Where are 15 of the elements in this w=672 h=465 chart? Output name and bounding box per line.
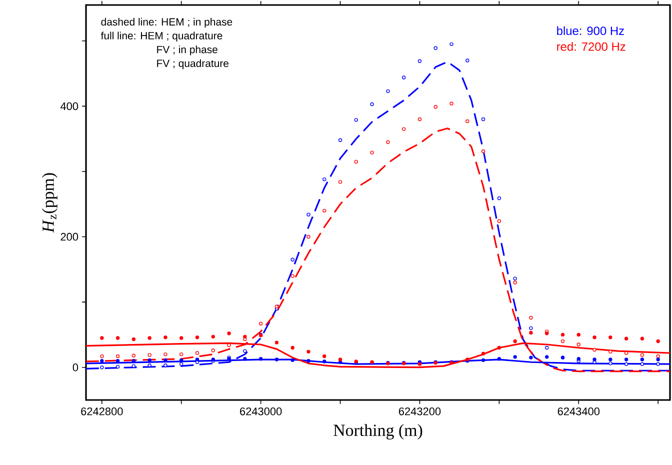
annotation: red: 7200 Hz: [557, 42, 626, 51]
y-tick-label: 400: [60, 102, 78, 110]
y-tick-label: 200: [60, 232, 78, 241]
x-tick-label: 6243400: [558, 408, 600, 416]
x-axis-title: Northing (m): [334, 424, 422, 440]
annotation: blue: 900 Hz: [557, 26, 624, 36]
x-tick-label: 6243200: [398, 408, 441, 416]
annotation: FV ; in phase: [157, 46, 218, 56]
x-tick-label: 6243000: [240, 408, 282, 416]
annotation: FV ; quadrature: [157, 59, 228, 70]
y-tick-label: 0: [72, 363, 78, 372]
annotation: dashed line: HEM ; in phase: [101, 18, 232, 28]
x-tick-label: 6242800: [81, 408, 123, 416]
annotation: full line: HEM ; quadrature: [100, 32, 222, 42]
y-axis-title: H$_{z}$(ppm): [42, 173, 58, 233]
